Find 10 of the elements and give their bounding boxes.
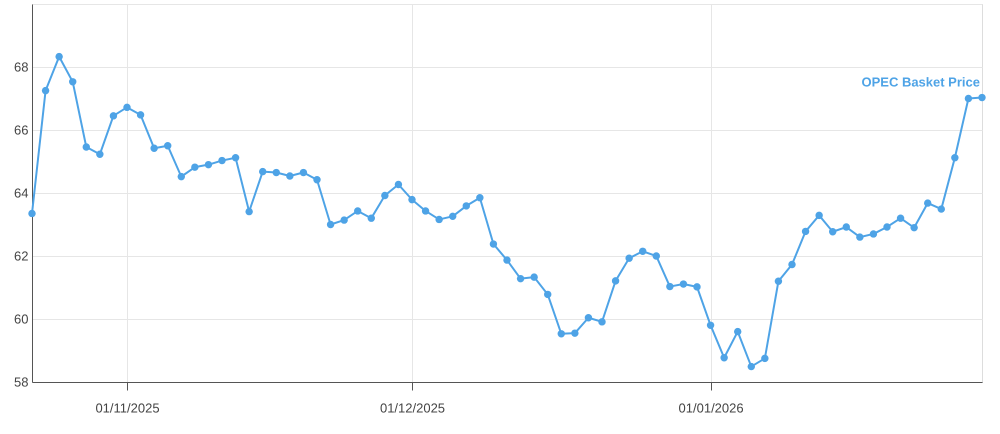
y-tick-label: 68 <box>14 60 28 74</box>
x-tick-label: 01/12/2025 <box>380 400 446 416</box>
x-tick-label: 01/11/2025 <box>95 400 160 416</box>
y-tick-label: 58 <box>14 374 28 390</box>
y-tick-label: 64 <box>14 186 28 200</box>
x-tick-label: 01/01/2026 <box>678 400 744 416</box>
series-label: OPEC Basket Price <box>861 74 980 90</box>
y-tick-label: 60 <box>14 312 28 326</box>
y-tick-label: 62 <box>14 248 28 264</box>
y-tick-label: 66 <box>14 122 28 138</box>
